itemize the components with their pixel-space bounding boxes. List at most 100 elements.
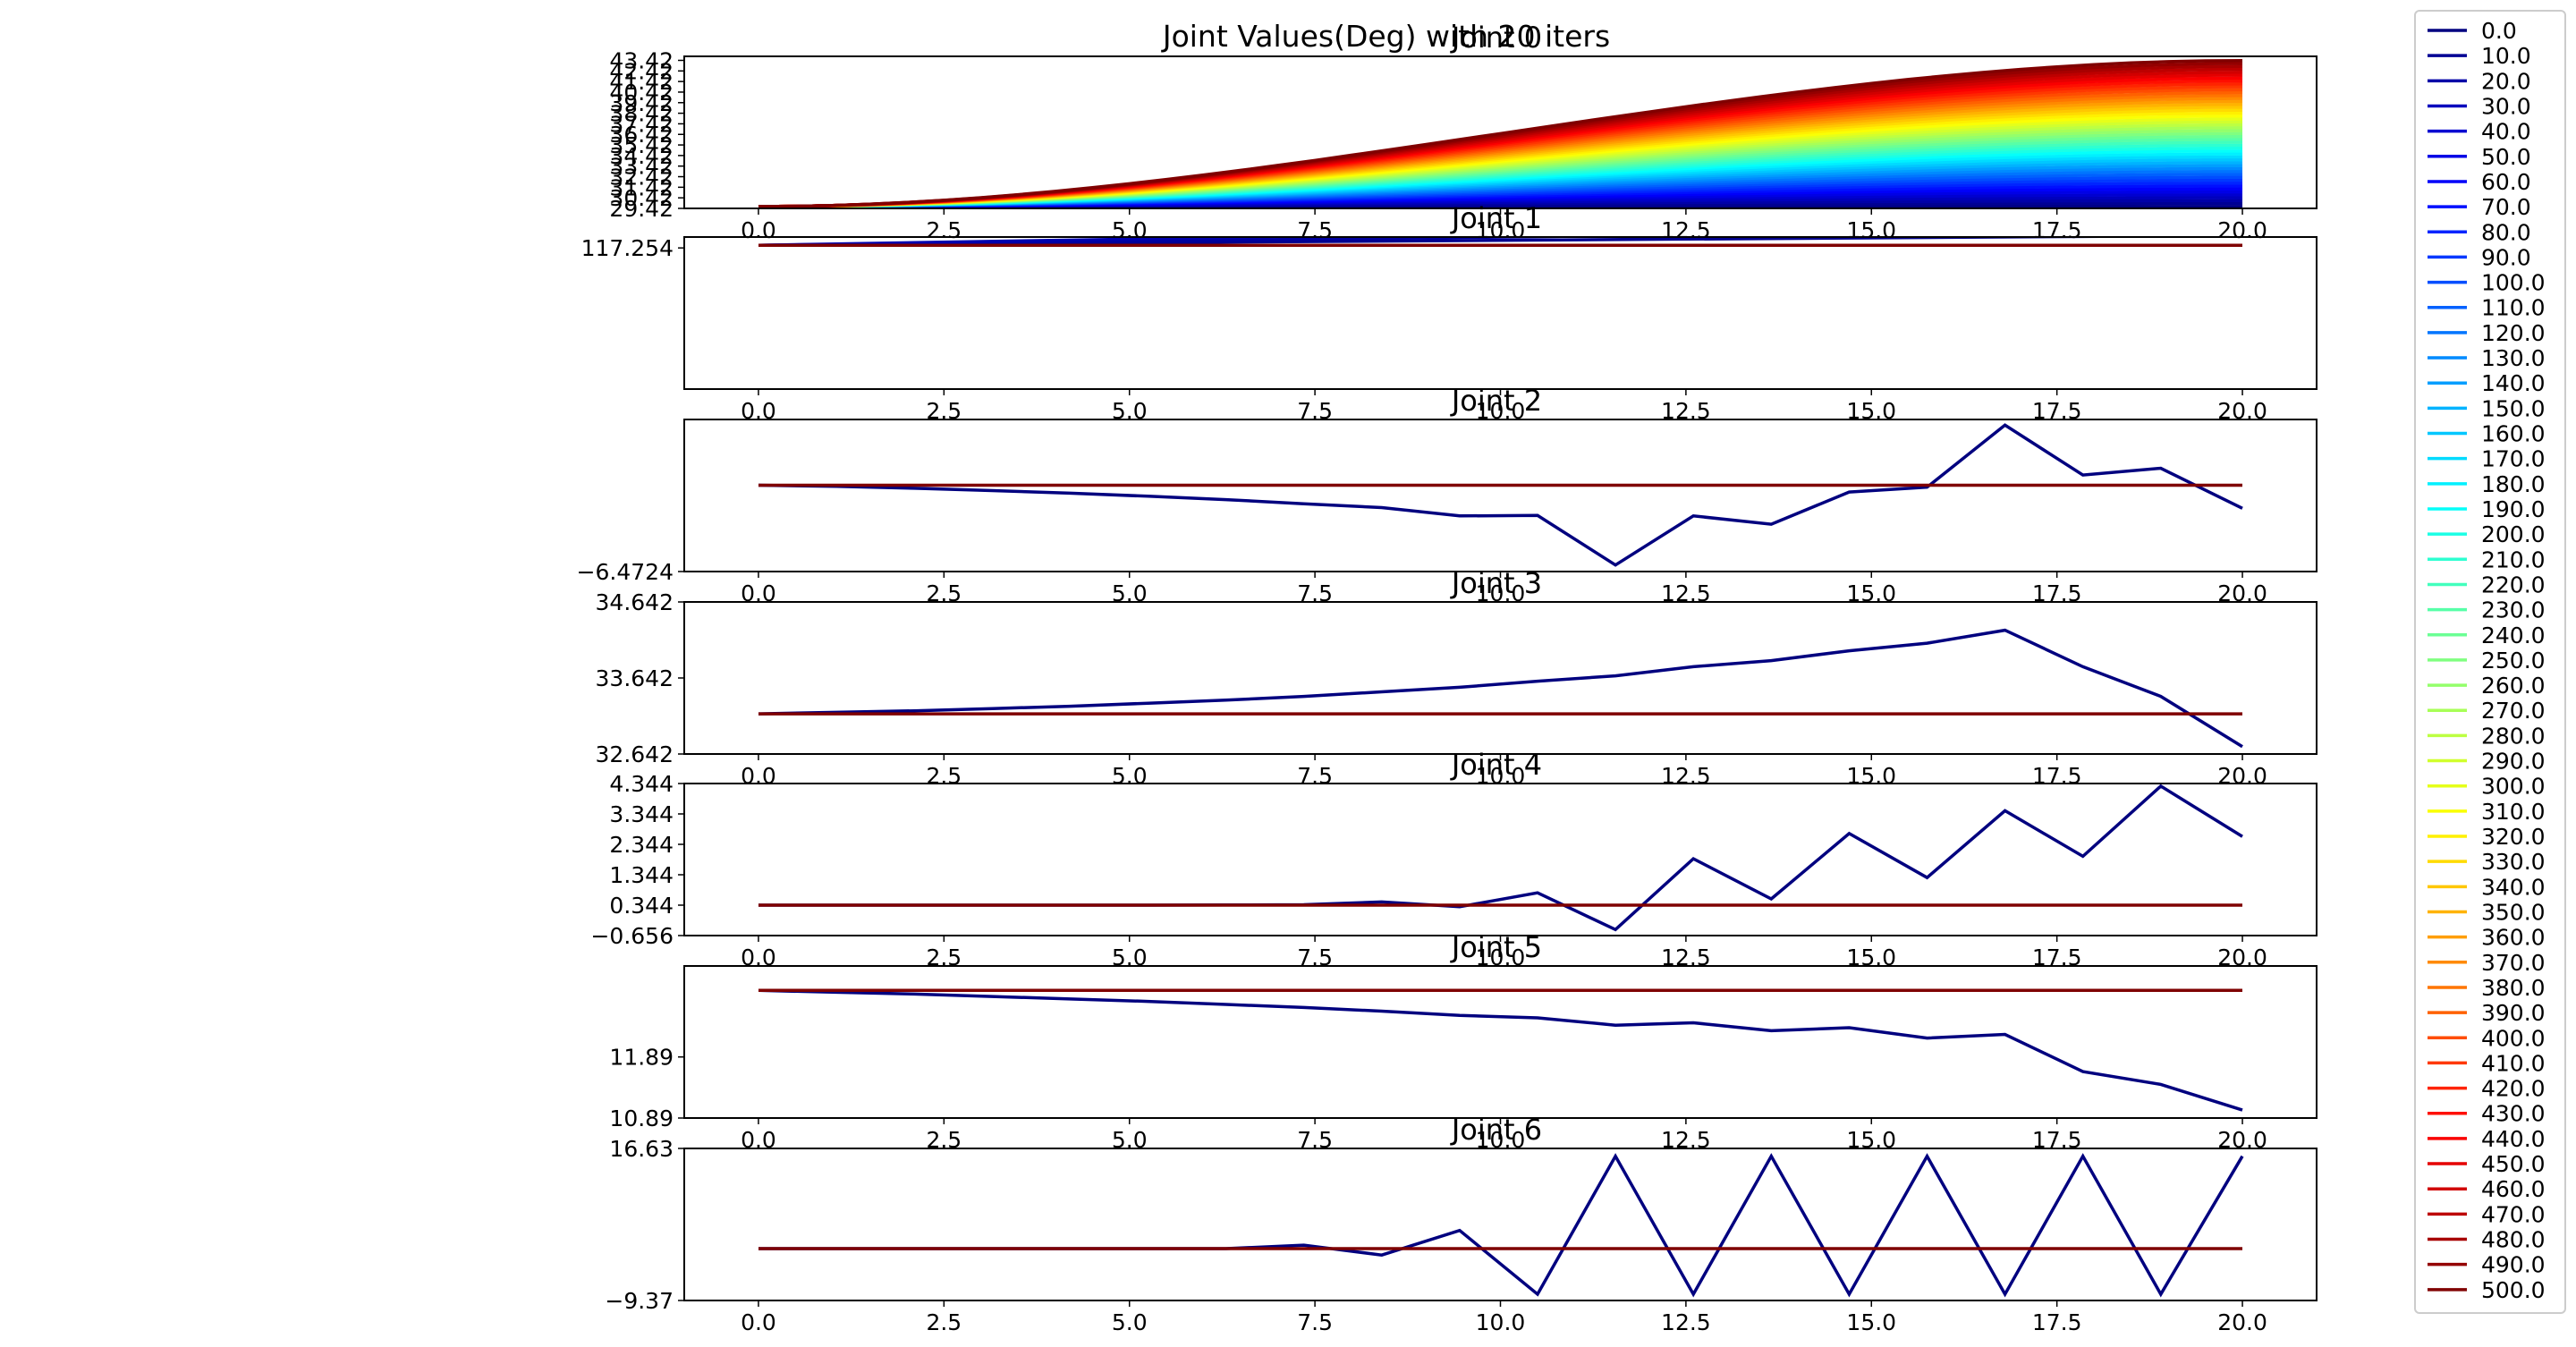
subplot-title: Joint 5 xyxy=(1450,930,1542,964)
legend-label: 80.0 xyxy=(2481,219,2531,245)
legend-label: 100.0 xyxy=(2481,270,2546,296)
y-tick-label: 11.89 xyxy=(609,1045,674,1071)
subplot-title: Joint 0 xyxy=(1450,21,1542,55)
y-tick-label: 34.42 xyxy=(609,143,674,169)
legend-label: 500.0 xyxy=(2481,1277,2546,1303)
legend-label: 470.0 xyxy=(2481,1201,2546,1227)
y-tick-label: 40.42 xyxy=(609,80,674,106)
y-tick-label: 41.42 xyxy=(609,69,674,95)
x-tick-label: 20.0 xyxy=(2217,1309,2267,1335)
subplot-title: Joint 3 xyxy=(1450,566,1542,600)
legend-label: 10.0 xyxy=(2481,43,2531,69)
legend-label: 200.0 xyxy=(2481,521,2546,547)
x-tick-label: 0.0 xyxy=(741,763,776,789)
x-tick-label: 2.5 xyxy=(926,763,962,789)
series-line-0.0 xyxy=(758,988,2243,1112)
legend-label: 320.0 xyxy=(2481,824,2546,850)
x-tick-label: 17.5 xyxy=(2032,217,2082,243)
plot-lines-3 xyxy=(758,628,2243,749)
y-tick-label: 3.344 xyxy=(609,801,674,827)
y-tick-label: 37.42 xyxy=(609,111,674,137)
legend-label: 140.0 xyxy=(2481,370,2546,396)
legend-label: 250.0 xyxy=(2481,648,2546,674)
legend-label: 150.0 xyxy=(2481,395,2546,421)
x-tick-label: 2.5 xyxy=(926,217,962,243)
series-line-0.0 xyxy=(758,628,2243,749)
legend-label: 380.0 xyxy=(2481,975,2546,1001)
x-tick-label: 5.0 xyxy=(1112,763,1148,789)
y-tick-label: 32.642 xyxy=(596,741,674,767)
x-tick-label: 2.5 xyxy=(926,1309,962,1335)
x-tick-label: 0.0 xyxy=(741,217,776,243)
legend-label: 60.0 xyxy=(2481,169,2531,195)
y-tick-label: 0.344 xyxy=(609,893,674,919)
x-tick-label: 12.5 xyxy=(1661,1309,1711,1335)
subplot-title: Joint 4 xyxy=(1450,748,1542,782)
legend-label: 300.0 xyxy=(2481,774,2546,800)
legend-label: 450.0 xyxy=(2481,1151,2546,1177)
legend-label: 40.0 xyxy=(2481,119,2531,145)
y-tick-label: 34.642 xyxy=(596,589,674,615)
subplot-joint-6: 0.0 2.5 5.0 7.5 10.0 12.5 15.0 17.5 20.0 16.63 −9.… xyxy=(605,1113,2318,1335)
legend-label: 210.0 xyxy=(2481,546,2546,572)
x-tick-label: 20.0 xyxy=(2217,217,2267,243)
y-tick-label: 117.254 xyxy=(581,235,674,261)
figure-title: Joint Values(Deg) with 20 iters xyxy=(1161,19,1610,54)
y-tick-label: 42.42 xyxy=(609,58,674,84)
legend-label: 330.0 xyxy=(2481,849,2546,875)
y-tick-label: 4.344 xyxy=(609,771,674,797)
legend: 0.010.020.030.040.050.060.070.080.090.01… xyxy=(2414,10,2566,1314)
y-tick-label: 38.42 xyxy=(609,101,674,127)
y-tick-label: 33.642 xyxy=(596,665,674,691)
legend-label: 0.0 xyxy=(2481,18,2517,44)
legend-label: 260.0 xyxy=(2481,673,2546,699)
x-tick-label: 20.0 xyxy=(2217,763,2267,789)
x-tick-label: 12.5 xyxy=(1661,763,1711,789)
x-tick-label: 7.5 xyxy=(1297,1309,1333,1335)
legend-label: 310.0 xyxy=(2481,799,2546,825)
y-tick-label: 10.89 xyxy=(609,1106,674,1131)
y-tick-label: −0.656 xyxy=(590,923,674,949)
subplot-joint-0: 0.0 2.5 5.0 7.5 10.0 12.5 15.0 17.5 20.029.4230.… xyxy=(609,21,2318,243)
legend-label: 50.0 xyxy=(2481,144,2531,170)
legend-label: 20.0 xyxy=(2481,68,2531,94)
plot-lines-0 xyxy=(758,58,2243,208)
legend-label: 160.0 xyxy=(2481,421,2546,447)
legend-label: 370.0 xyxy=(2481,950,2546,976)
legend-label: 70.0 xyxy=(2481,194,2531,220)
legend-label: 410.0 xyxy=(2481,1050,2546,1076)
legend-label: 400.0 xyxy=(2481,1025,2546,1051)
legend-label: 130.0 xyxy=(2481,345,2546,371)
legend-label: 460.0 xyxy=(2481,1176,2546,1202)
legend-label: 290.0 xyxy=(2481,749,2546,775)
x-tick-label: 17.5 xyxy=(2032,1309,2082,1335)
y-tick-label: 43.42 xyxy=(609,47,674,73)
plot-lines-4 xyxy=(758,784,2243,932)
plot-lines-5 xyxy=(758,988,2243,1112)
x-tick-label: 5.0 xyxy=(1112,1309,1148,1335)
y-tick-label: 35.42 xyxy=(609,132,674,158)
y-tick-label: 16.63 xyxy=(609,1136,674,1162)
subplot-title: Joint 2 xyxy=(1450,384,1542,418)
legend-label: 240.0 xyxy=(2481,623,2546,648)
legend-label: 270.0 xyxy=(2481,698,2546,724)
plot-lines-2 xyxy=(758,423,2243,567)
legend-label: 280.0 xyxy=(2481,723,2546,749)
y-tick-label: 31.42 xyxy=(609,174,674,200)
legend-label: 180.0 xyxy=(2481,471,2546,497)
y-tick-label: 1.344 xyxy=(609,862,674,888)
y-tick-label: −9.37 xyxy=(605,1288,674,1314)
y-tick-label: 39.42 xyxy=(609,90,674,116)
y-tick-label: 33.42 xyxy=(609,154,674,180)
y-tick-label: 32.42 xyxy=(609,165,674,191)
legend-label: 360.0 xyxy=(2481,925,2546,951)
legend-label: 30.0 xyxy=(2481,93,2531,119)
legend-label: 340.0 xyxy=(2481,874,2546,900)
y-tick-label: 36.42 xyxy=(609,122,674,148)
x-tick-label: 0.0 xyxy=(741,1309,776,1335)
y-tick-label: 29.42 xyxy=(609,196,674,222)
y-tick-label: 30.42 xyxy=(609,185,674,211)
legend-label: 230.0 xyxy=(2481,597,2546,623)
